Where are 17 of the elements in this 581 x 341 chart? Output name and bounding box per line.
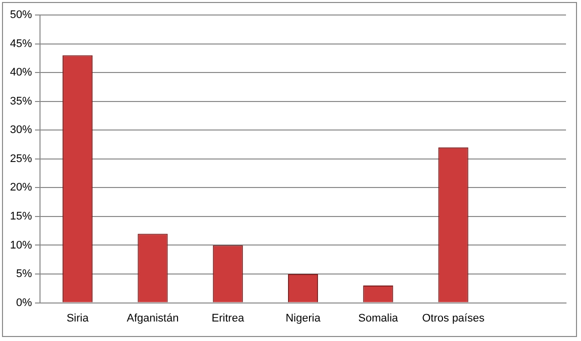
y-tick-label: 15% [10, 210, 32, 222]
y-tick-label: 10% [10, 239, 32, 252]
y-tick-label: 0% [16, 296, 32, 309]
y-tick-label: 50% [10, 9, 32, 22]
y-tick-label: 5% [16, 268, 32, 280]
x-tick-label: Eritrea [212, 312, 245, 324]
x-tick-label: Nigeria [286, 312, 322, 324]
x-tick-label: Afganistán [126, 312, 179, 324]
x-tick-label: Otros países [422, 312, 485, 324]
x-tick-label: Siria [66, 312, 90, 324]
y-tick-label: 45% [10, 38, 32, 50]
y-tick-label: 20% [10, 182, 32, 194]
y-tick-label: 30% [10, 124, 32, 136]
y-tick-label: 35% [10, 95, 32, 108]
y-tick-label: 25% [10, 152, 32, 165]
y-tick-label: 40% [10, 66, 32, 79]
x-tick-label: Somalia [358, 312, 399, 324]
